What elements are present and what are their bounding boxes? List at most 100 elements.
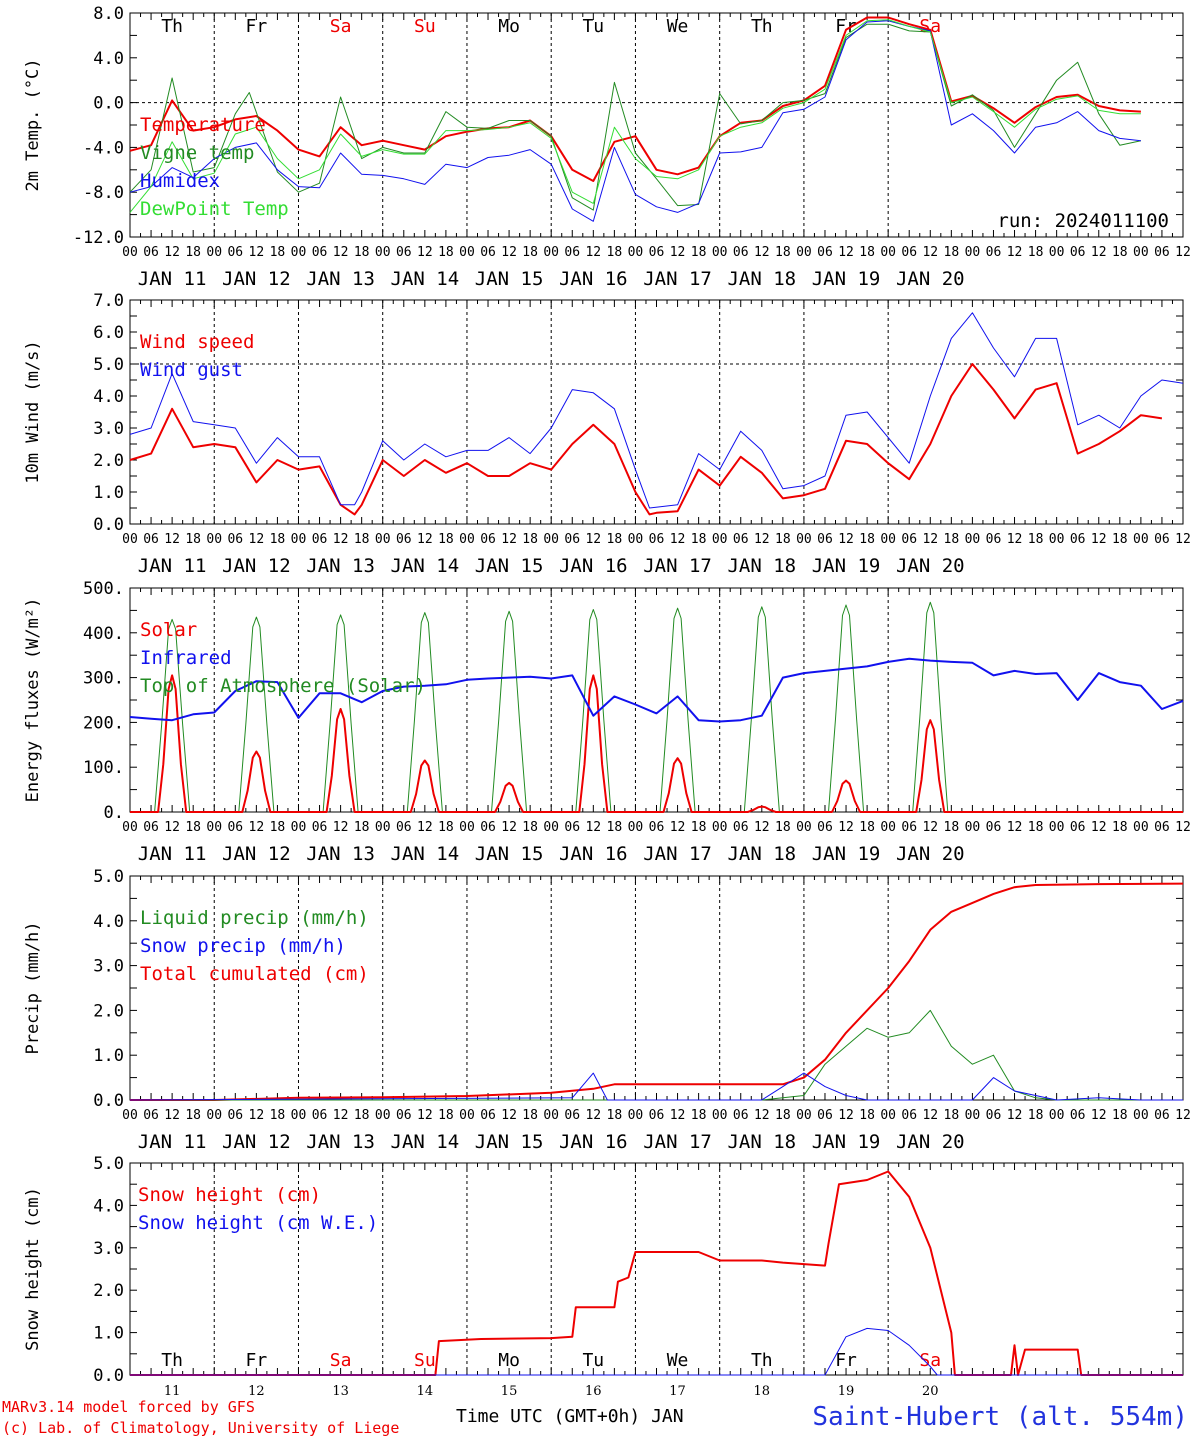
date-label: JAN 13 [306, 268, 375, 290]
date-label: JAN 12 [222, 555, 291, 577]
y-tick-label: 1.0 [93, 483, 124, 503]
hour-tick-label: 06 [312, 1108, 328, 1123]
hour-tick-label: 06 [396, 820, 412, 835]
day-number-label: 11 [164, 1384, 181, 1399]
hour-tick-label: 12 [164, 532, 180, 547]
date-label: JAN 12 [222, 843, 291, 865]
panel-2: 0.0 1.0 2.0 3.0 4.0 5.0 6.0 7.0 10m Wind (m/s) 00… [23, 291, 1191, 577]
date-label: JAN 15 [475, 1131, 544, 1153]
weekday-label: Sa [330, 1350, 352, 1371]
hour-tick-label: 12 [164, 820, 180, 835]
hour-tick-label: 12 [1175, 532, 1191, 547]
series-line-infrared [129, 657, 1184, 723]
legend-entry: Snow height (cm) [138, 1184, 321, 1206]
date-label: JAN 13 [306, 555, 375, 577]
panel-3: 0. 100. 200. 300. 400. 500. Energy fluxes (W/m… [23, 579, 1191, 865]
day-number-label: 16 [585, 1384, 602, 1399]
weekday-label: Su [414, 1350, 436, 1371]
y-tick-label: 0.0 [93, 94, 124, 114]
day-number-label: 12 [248, 1384, 265, 1399]
hour-tick-label: 06 [143, 245, 159, 260]
y-tick-label: 6.0 [93, 323, 124, 343]
hour-tick-label: 00 [965, 245, 981, 260]
date-label: JAN 15 [475, 843, 544, 865]
hour-tick-label: 18 [1112, 820, 1128, 835]
hour-tick-label: 12 [501, 532, 517, 547]
hour-tick-label: 06 [1070, 532, 1086, 547]
hour-tick-label: 00 [206, 532, 222, 547]
hour-tick-label: 06 [817, 532, 833, 547]
hour-tick-label: 12 [249, 245, 265, 260]
y-tick-label: 300. [83, 669, 124, 689]
hour-tick-label: 06 [1154, 820, 1170, 835]
hour-tick-label: 18 [691, 245, 707, 260]
hour-tick-label: 00 [880, 1108, 896, 1123]
hour-tick-label: 12 [838, 532, 854, 547]
date-label: JAN 14 [391, 843, 460, 865]
hour-tick-label: 06 [817, 820, 833, 835]
y-tick-label: 5.0 [93, 1154, 124, 1174]
hour-tick-label: 12 [670, 1108, 686, 1123]
legend-entry: Solar [140, 619, 197, 641]
hour-tick-label: 00 [796, 820, 812, 835]
hour-tick-label: 06 [986, 820, 1002, 835]
hour-tick-label: 00 [965, 1108, 981, 1123]
hour-tick-label: 12 [417, 820, 433, 835]
hour-tick-label: 06 [901, 245, 917, 260]
hour-tick-label: 00 [712, 1108, 728, 1123]
y-tick-label: 0. [104, 803, 124, 823]
hour-tick-label: 06 [1154, 1108, 1170, 1123]
hour-tick-label: 06 [480, 245, 496, 260]
hour-tick-label: 06 [312, 820, 328, 835]
model-credit: MARv3.14 model forced by GFS [2, 1398, 255, 1416]
hour-tick-label: 18 [775, 820, 791, 835]
date-label: JAN 17 [643, 1131, 712, 1153]
hour-tick-label: 18 [185, 1108, 201, 1123]
hour-tick-label: 18 [859, 245, 875, 260]
hour-tick-label: 00 [1049, 820, 1065, 835]
weekday-label: Th [161, 16, 183, 37]
date-label: JAN 19 [812, 843, 881, 865]
hour-tick-label: 00 [459, 245, 475, 260]
date-label: JAN 20 [896, 268, 965, 290]
date-label: JAN 16 [559, 843, 628, 865]
hour-tick-label: 00 [543, 532, 559, 547]
hour-tick-label: 00 [1049, 245, 1065, 260]
date-label: JAN 18 [727, 843, 796, 865]
hour-tick-label: 18 [438, 245, 454, 260]
hour-tick-label: 00 [122, 245, 138, 260]
hour-tick-label: 06 [143, 1108, 159, 1123]
hour-tick-label: 06 [649, 820, 665, 835]
legend-entry: Total cumulated (cm) [140, 963, 369, 985]
hour-tick-label: 00 [880, 820, 896, 835]
hour-tick-label: 12 [164, 1108, 180, 1123]
hour-tick-label: 06 [396, 532, 412, 547]
legend-entry: Infrared [140, 647, 232, 669]
hour-tick-label: 12 [754, 532, 770, 547]
hour-tick-label: 12 [333, 1108, 349, 1123]
date-label: JAN 12 [222, 1131, 291, 1153]
y-axis-label: Precip (mm/h) [23, 921, 43, 1054]
y-tick-label: 2.0 [93, 1281, 124, 1301]
hour-tick-label: 06 [901, 1108, 917, 1123]
hour-tick-label: 12 [501, 1108, 517, 1123]
hour-tick-label: 18 [944, 532, 960, 547]
hour-tick-label: 00 [965, 532, 981, 547]
hour-tick-label: 12 [1091, 820, 1107, 835]
hour-tick-label: 00 [206, 1108, 222, 1123]
y-tick-label: 400. [83, 624, 124, 644]
hour-tick-label: 00 [459, 820, 475, 835]
y-tick-label: 4.0 [93, 387, 124, 407]
hour-tick-label: 00 [375, 245, 391, 260]
hour-tick-label: 18 [1028, 532, 1044, 547]
series-line-wind-gust [129, 312, 1184, 509]
legend-entry: Liquid precip (mm/h) [140, 907, 369, 929]
hour-tick-label: 12 [922, 245, 938, 260]
date-label: JAN 19 [812, 555, 881, 577]
hour-tick-label: 06 [396, 245, 412, 260]
hour-tick-label: 12 [670, 245, 686, 260]
hour-tick-label: 12 [922, 1108, 938, 1123]
hour-tick-label: 06 [733, 245, 749, 260]
hour-tick-label: 18 [270, 820, 286, 835]
